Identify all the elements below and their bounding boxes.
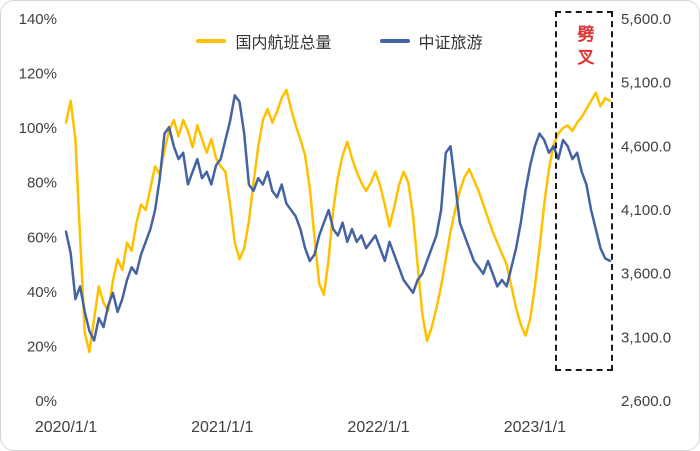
x-axis-tick-label: 2022/1/1 bbox=[347, 419, 409, 436]
y-axis-right-tick-label: 3,100.0 bbox=[621, 329, 671, 346]
y-axis-right-tick-label: 3,600.0 bbox=[621, 266, 671, 283]
y-axis-left-tick-label: 20% bbox=[27, 338, 57, 355]
y-axis-right-tick-label: 5,600.0 bbox=[621, 11, 671, 28]
y-axis-left-tick-label: 140% bbox=[19, 11, 57, 28]
y-axis-right-tick-label: 2,600.0 bbox=[621, 393, 671, 410]
y-axis-left-tick-label: 60% bbox=[27, 229, 57, 246]
y-axis-right-tick-label: 4,100.0 bbox=[621, 202, 671, 219]
y-axis-right-tick-label: 4,600.0 bbox=[621, 138, 671, 155]
y-axis-left-tick-label: 0% bbox=[35, 393, 57, 410]
series-line-flights bbox=[64, 88, 612, 354]
x-axis-tick-label: 2020/1/1 bbox=[35, 419, 97, 436]
x-axis-tick-label: 2021/1/1 bbox=[191, 419, 253, 436]
series-line-tourism-index bbox=[64, 94, 612, 342]
divergence-annotation-box: 劈叉 bbox=[555, 11, 613, 371]
y-axis-left-tick-label: 80% bbox=[27, 175, 57, 192]
y-axis-left-tick-label: 40% bbox=[27, 284, 57, 301]
divergence-label: 劈叉 bbox=[574, 25, 594, 71]
y-axis-right-tick-label: 5,100.0 bbox=[621, 75, 671, 92]
x-axis-tick-label: 2023/1/1 bbox=[504, 419, 566, 436]
y-axis-left-tick-label: 120% bbox=[19, 66, 57, 83]
y-axis-left-tick-label: 100% bbox=[19, 120, 57, 137]
